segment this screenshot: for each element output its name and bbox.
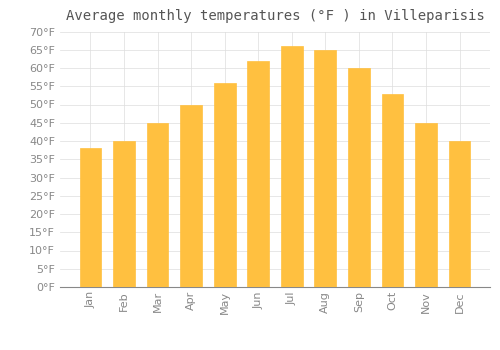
Bar — [80, 148, 102, 287]
Bar — [113, 141, 135, 287]
Bar — [146, 123, 169, 287]
Title: Average monthly temperatures (°F ) in Villeparisis: Average monthly temperatures (°F ) in Vi… — [66, 9, 484, 23]
Bar — [248, 61, 269, 287]
Bar — [348, 68, 370, 287]
Bar — [448, 141, 470, 287]
Bar — [214, 83, 236, 287]
Bar — [180, 105, 202, 287]
Bar — [314, 50, 336, 287]
Bar — [281, 46, 302, 287]
Bar — [382, 93, 404, 287]
Bar — [415, 123, 437, 287]
